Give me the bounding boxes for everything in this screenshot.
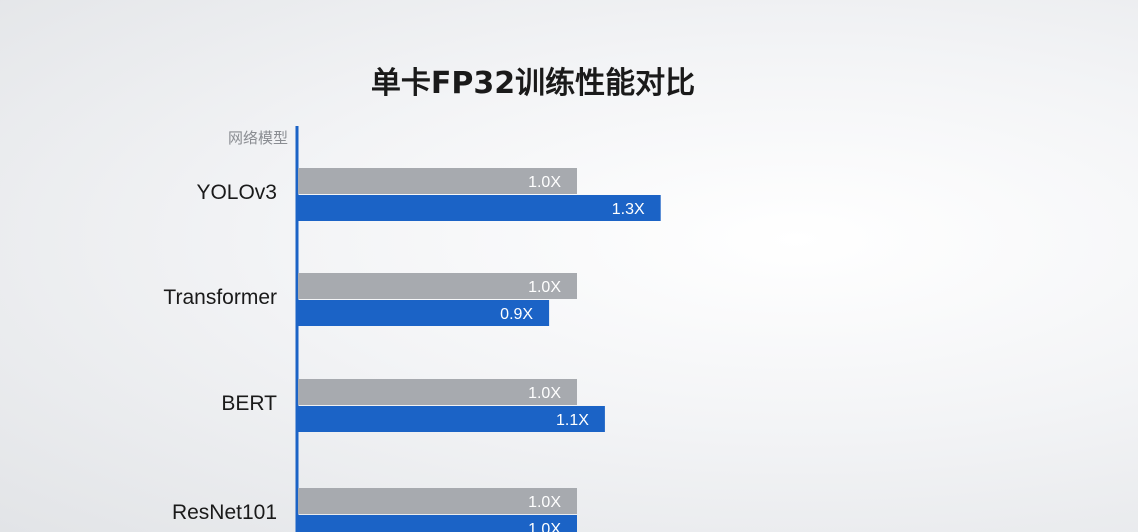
bar-value-label: 1.0X: [528, 385, 561, 402]
category-labels: YOLOv3 Transformer BERT ResNet101: [163, 181, 277, 524]
category-label-transformer: Transformer: [163, 286, 277, 309]
bar-value-label: 1.0X: [528, 494, 561, 511]
bar-resnet101-series-1: [298, 488, 577, 514]
bar-resnet101-series-2: [298, 515, 577, 532]
bars-group: 1.0X 1.3X 1.0X 0.9X 1.0X 1.1X 1.0X 1.0X: [298, 168, 661, 532]
category-label-bert: BERT: [221, 392, 277, 415]
bar-value-label: 1.0X: [528, 174, 561, 191]
bar-transformer-series-1: [298, 273, 577, 299]
category-label-resnet101: ResNet101: [172, 501, 277, 524]
bar-yolov3-series-1: [298, 168, 577, 194]
category-label-yolov3: YOLOv3: [196, 181, 277, 204]
bar-value-label: 1.0X: [528, 279, 561, 296]
bar-transformer-series-2: [298, 300, 550, 326]
bar-value-label: 0.9X: [500, 306, 533, 323]
bar-value-label: 1.0X: [528, 521, 561, 532]
bar-yolov3-series-2: [298, 195, 661, 221]
bar-bert-series-1: [298, 379, 577, 405]
y-axis-title: 网络模型: [228, 129, 288, 147]
chart-title: 单卡FP32训练性能对比: [371, 66, 695, 101]
bar-bert-series-2: [298, 406, 605, 432]
bar-value-label: 1.3X: [612, 201, 645, 218]
bar-value-label: 1.1X: [556, 412, 589, 429]
